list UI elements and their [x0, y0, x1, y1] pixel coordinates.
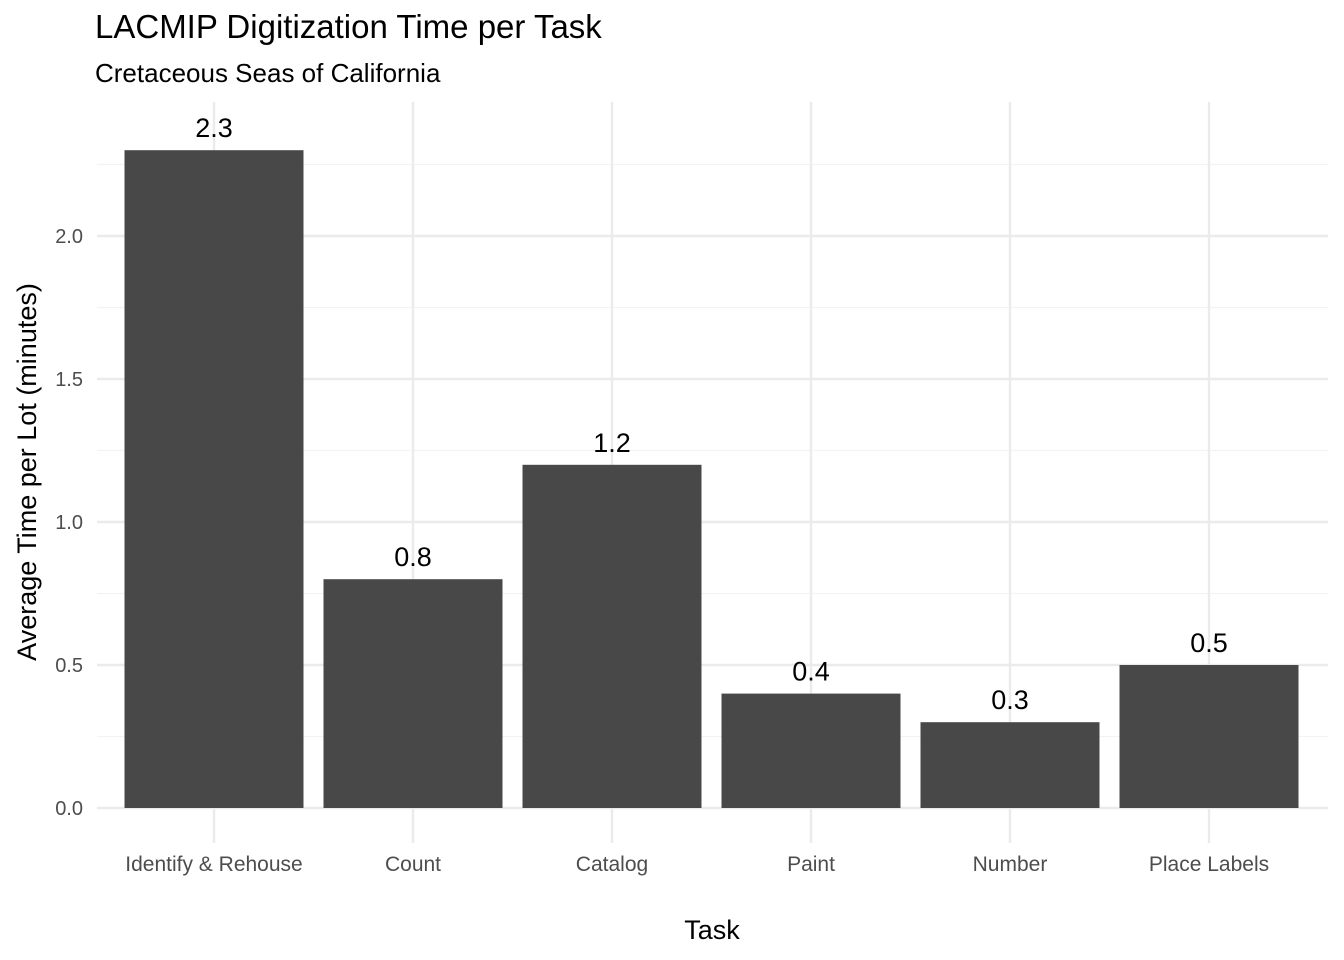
bar	[1119, 665, 1299, 808]
chart-subtitle: Cretaceous Seas of California	[95, 58, 441, 88]
y-tick-label: 0.0	[55, 798, 83, 820]
data-label: 0.3	[991, 685, 1029, 715]
data-label: 2.3	[195, 113, 233, 143]
x-tick-label: Count	[385, 853, 441, 876]
data-label: 0.8	[394, 542, 432, 572]
data-label: 1.2	[593, 428, 631, 458]
y-tick-label: 2.0	[55, 226, 83, 248]
axes: 0.0 0.5 1.0 1.5 2.0 Identify & Rehouse Count Ca…	[55, 226, 1269, 876]
data-label: 0.4	[792, 657, 830, 687]
bar	[124, 150, 304, 808]
x-tick-label: Paint	[787, 853, 835, 876]
data-label: 0.5	[1190, 628, 1228, 658]
data-labels: 2.3 0.8 1.2 0.4 0.3 0.5	[195, 113, 1228, 715]
y-tick-label: 0.5	[55, 655, 83, 677]
bar	[522, 464, 702, 808]
x-tick-label: Catalog	[576, 853, 648, 876]
x-tick-label: Number	[973, 853, 1048, 876]
bar	[920, 722, 1100, 808]
x-tick-label: Place Labels	[1149, 853, 1269, 876]
bar	[721, 693, 901, 808]
x-axis-title: Task	[684, 915, 740, 945]
bars	[124, 150, 1299, 808]
chart-title: LACMIP Digitization Time per Task	[95, 8, 602, 45]
y-tick-label: 1.0	[55, 512, 83, 534]
y-axis-title: Average Time per Lot (minutes)	[12, 283, 42, 661]
x-tick-label: Identify & Rehouse	[125, 853, 302, 876]
y-tick-label: 1.5	[55, 369, 83, 391]
bar	[323, 579, 503, 808]
